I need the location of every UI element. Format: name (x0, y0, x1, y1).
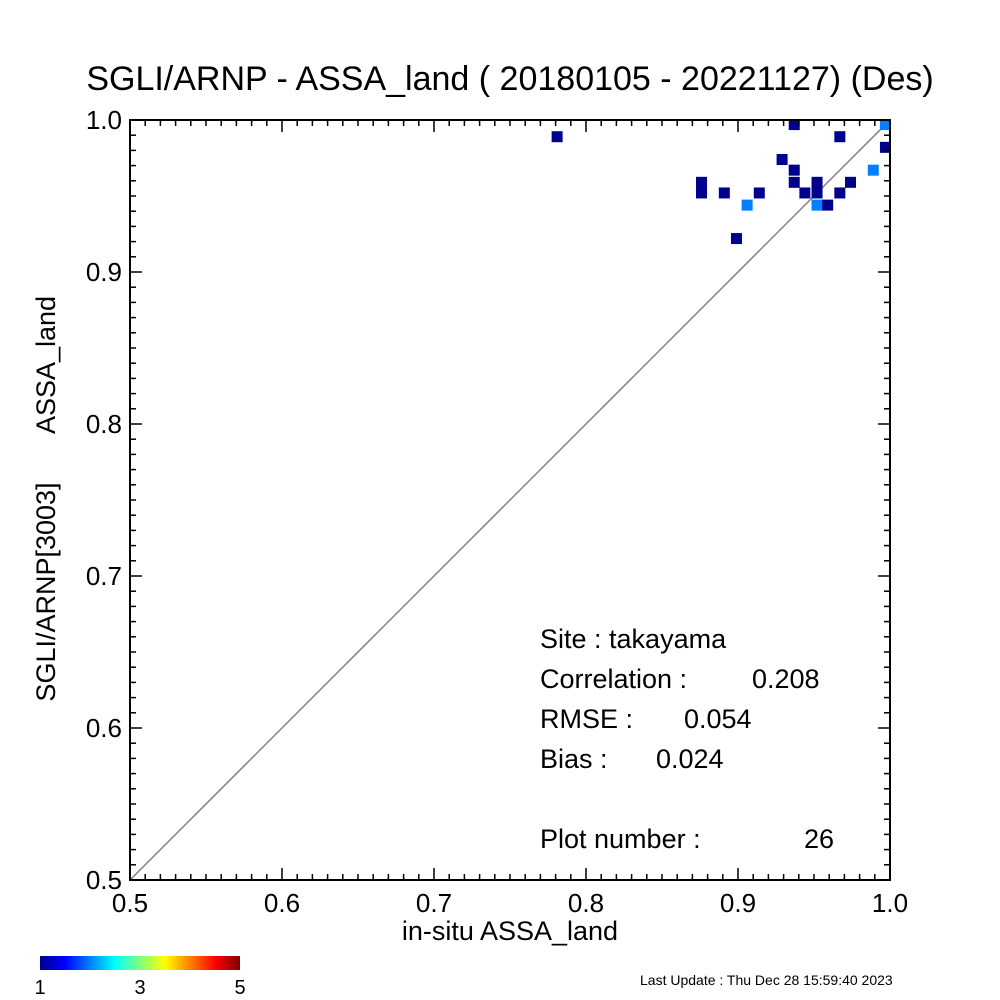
x-tick-labels: 0.5 0.6 0.7 0.8 0.9 1.0 (112, 888, 908, 918)
stat-bias-label: Bias : (540, 744, 608, 774)
y-tick-label: 0.9 (86, 257, 122, 287)
x-tick-label: 0.6 (264, 888, 300, 918)
colorbar-gradient (40, 956, 240, 970)
x-axis-label: in-situ ASSA_land (402, 916, 618, 946)
chart-title: SGLI/ARNP - ASSA_land ( 20180105 - 20221… (86, 60, 933, 98)
y-tick-label: 0.7 (86, 561, 122, 591)
data-point (776, 154, 788, 166)
stats-panel: Site : takayama Correlation : 0.208 RMSE… (540, 624, 834, 854)
data-point (788, 176, 800, 188)
one-to-one-line (129, 119, 891, 881)
data-point (551, 131, 563, 143)
stat-correlation-label: Correlation : (540, 664, 687, 694)
colorbar-min-label: 1 (34, 977, 45, 999)
data-point (811, 199, 823, 211)
data-point (879, 119, 891, 131)
data-point (834, 131, 846, 143)
colorbar-mid-label: 3 (134, 977, 145, 999)
stat-plot-number-value: 26 (804, 824, 834, 854)
stat-rmse-label: RMSE : (540, 704, 633, 734)
data-point (696, 187, 708, 199)
data-point (811, 187, 823, 199)
stat-correlation-value: 0.208 (752, 664, 820, 694)
data-point (718, 187, 730, 199)
data-point (822, 199, 834, 211)
data-point (867, 164, 879, 176)
stat-plot-number-label: Plot number : (540, 824, 701, 854)
x-tick-label: 0.8 (568, 888, 604, 918)
y-axis-label-line1: SGLI/ARNP[3003] (31, 482, 61, 701)
y-tick-labels: 0.5 0.6 0.7 0.8 0.9 1.0 (86, 105, 122, 895)
data-point (834, 187, 846, 199)
stat-bias-value: 0.024 (656, 744, 724, 774)
data-point (788, 164, 800, 176)
data-point (799, 187, 811, 199)
y-tick-label: 0.5 (86, 865, 122, 895)
last-update-text: Last Update : Thu Dec 28 15:59:40 2023 (640, 972, 893, 988)
x-tick-label: 1.0 (872, 888, 908, 918)
stat-rmse-value: 0.054 (684, 704, 752, 734)
data-point (696, 176, 708, 188)
y-axis-label-line2: ASSA_land (31, 296, 61, 434)
x-tick-label: 0.7 (416, 888, 452, 918)
x-tick-label: 0.9 (720, 888, 756, 918)
x-tick-label: 0.5 (112, 888, 148, 918)
colorbar-max-label: 5 (234, 977, 245, 999)
data-point (741, 199, 753, 211)
y-tick-label: 0.8 (86, 409, 122, 439)
plot-area (129, 119, 891, 881)
data-points (551, 119, 891, 245)
data-point (730, 233, 742, 245)
y-tick-label: 1.0 (86, 105, 122, 135)
data-point (811, 176, 823, 188)
data-point (879, 141, 891, 153)
plot-frame (129, 119, 891, 881)
y-tick-label: 0.6 (86, 713, 122, 743)
stat-site: Site : takayama (540, 624, 727, 654)
colorbar: 1 3 5 (34, 956, 246, 999)
data-point (844, 176, 856, 188)
data-point (753, 187, 765, 199)
data-point (788, 119, 800, 131)
